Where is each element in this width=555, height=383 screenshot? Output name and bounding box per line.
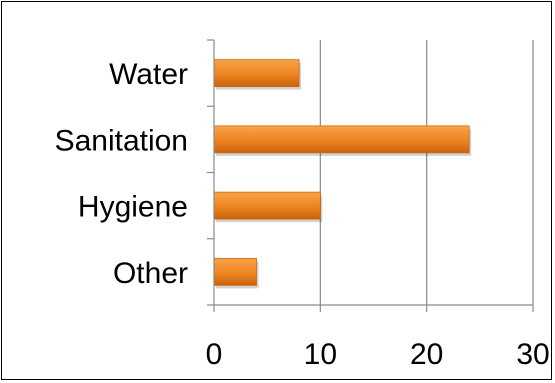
x-tick-label-30: 30 xyxy=(516,338,549,371)
bar-water xyxy=(213,59,300,88)
bar-hygiene xyxy=(213,191,321,220)
x-tick-label-10: 10 xyxy=(304,338,337,371)
x-tick-label-20: 20 xyxy=(410,338,443,371)
bar-sanitation xyxy=(213,125,470,154)
category-label-sanitation: Sanitation xyxy=(55,124,188,157)
category-label-other: Other xyxy=(113,257,188,290)
x-tick-label-0: 0 xyxy=(206,338,223,371)
labels: 0 10 20 30 Water Sanitation Hygiene Other xyxy=(55,58,550,371)
bars xyxy=(213,59,472,289)
gridlines xyxy=(319,40,534,305)
axes xyxy=(207,39,534,312)
bar-other xyxy=(213,257,257,286)
category-label-water: Water xyxy=(109,58,188,91)
category-label-hygiene: Hygiene xyxy=(78,191,188,224)
